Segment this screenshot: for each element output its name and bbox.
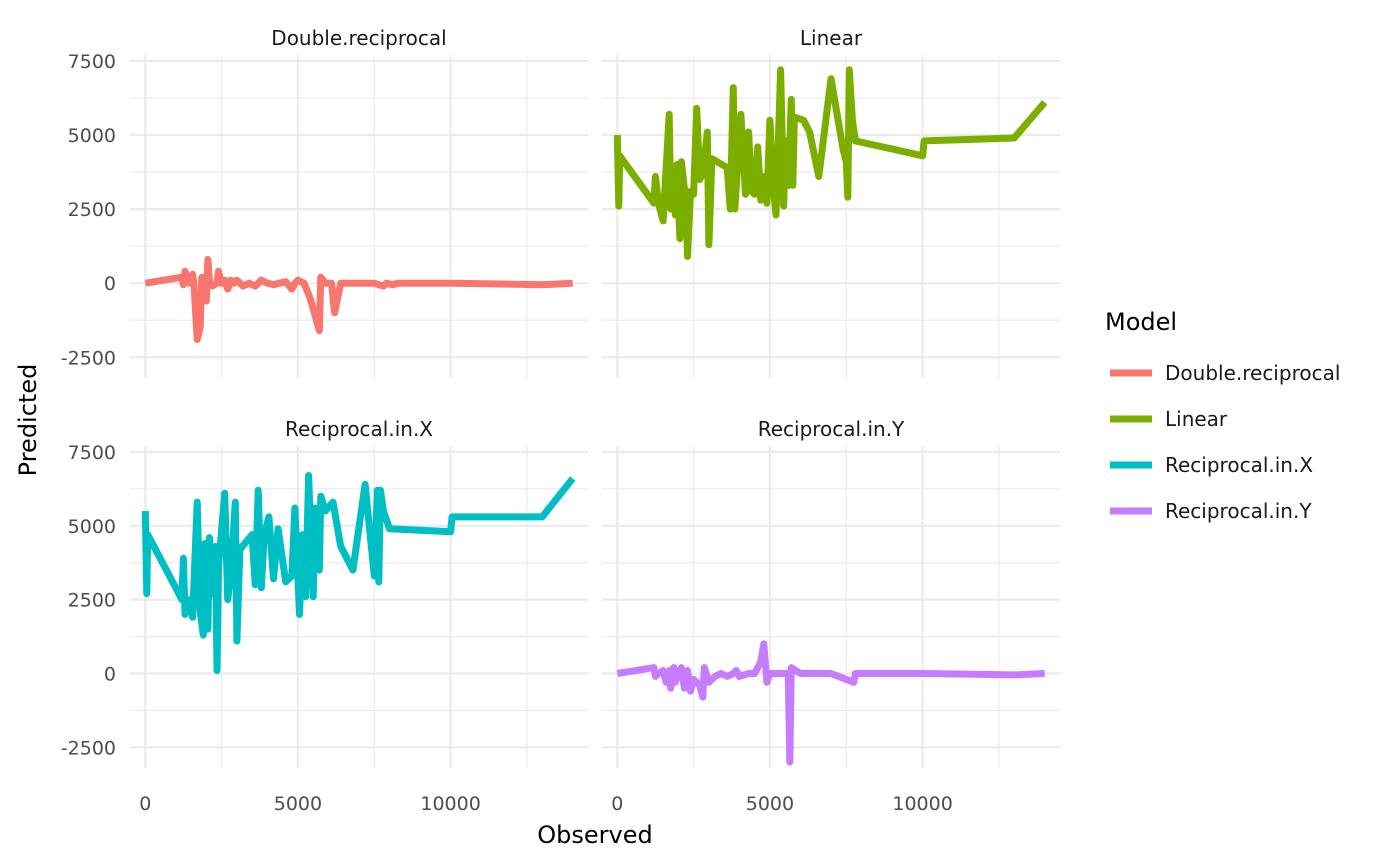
series-line-reciprocal-in-y [616,640,1045,766]
x-tick-label: 0 [139,793,151,815]
y-tick-label: 5000 [68,516,116,538]
y-axis-title: Predicted [14,364,42,477]
legend-title: Model [1105,308,1177,336]
legend-label-reciprocal-in-y: Reciprocal.in.Y [1165,499,1312,523]
series-line-double-reciprocal [144,256,573,343]
y-tick-label: 2500 [68,199,116,221]
y-tick-label: 0 [104,663,116,685]
legend-label-linear: Linear [1165,407,1228,431]
facet-strip-label-double-reciprocal: Double.reciprocal [271,26,446,50]
series-line-reciprocal-in-x [141,472,576,674]
x-tick-label: 0 [611,793,623,815]
legend-label-reciprocal-in-x: Reciprocal.in.X [1165,453,1313,477]
x-tick-label: 5000 [746,793,794,815]
facet-strip-label-linear: Linear [800,26,863,50]
y-tick-label: -2500 [61,347,116,369]
legend-label-double-reciprocal: Double.reciprocal [1165,361,1340,385]
y-tick-label: 7500 [68,51,116,73]
x-tick-label: 10000 [892,793,952,815]
y-tick-label: 0 [104,273,116,295]
y-tick-label: 2500 [68,590,116,612]
y-tick-label: 7500 [68,442,116,464]
x-tick-label: 5000 [274,793,322,815]
x-tick-label: 10000 [420,793,480,815]
facet-strip-label-reciprocal-in-y: Reciprocal.in.Y [758,417,905,441]
y-tick-label: -2500 [61,737,116,759]
series-line-linear [613,66,1048,260]
facet-strip-label-reciprocal-in-x: Reciprocal.in.X [285,417,433,441]
x-axis-title: Observed [537,821,652,849]
y-tick-label: 5000 [68,125,116,147]
